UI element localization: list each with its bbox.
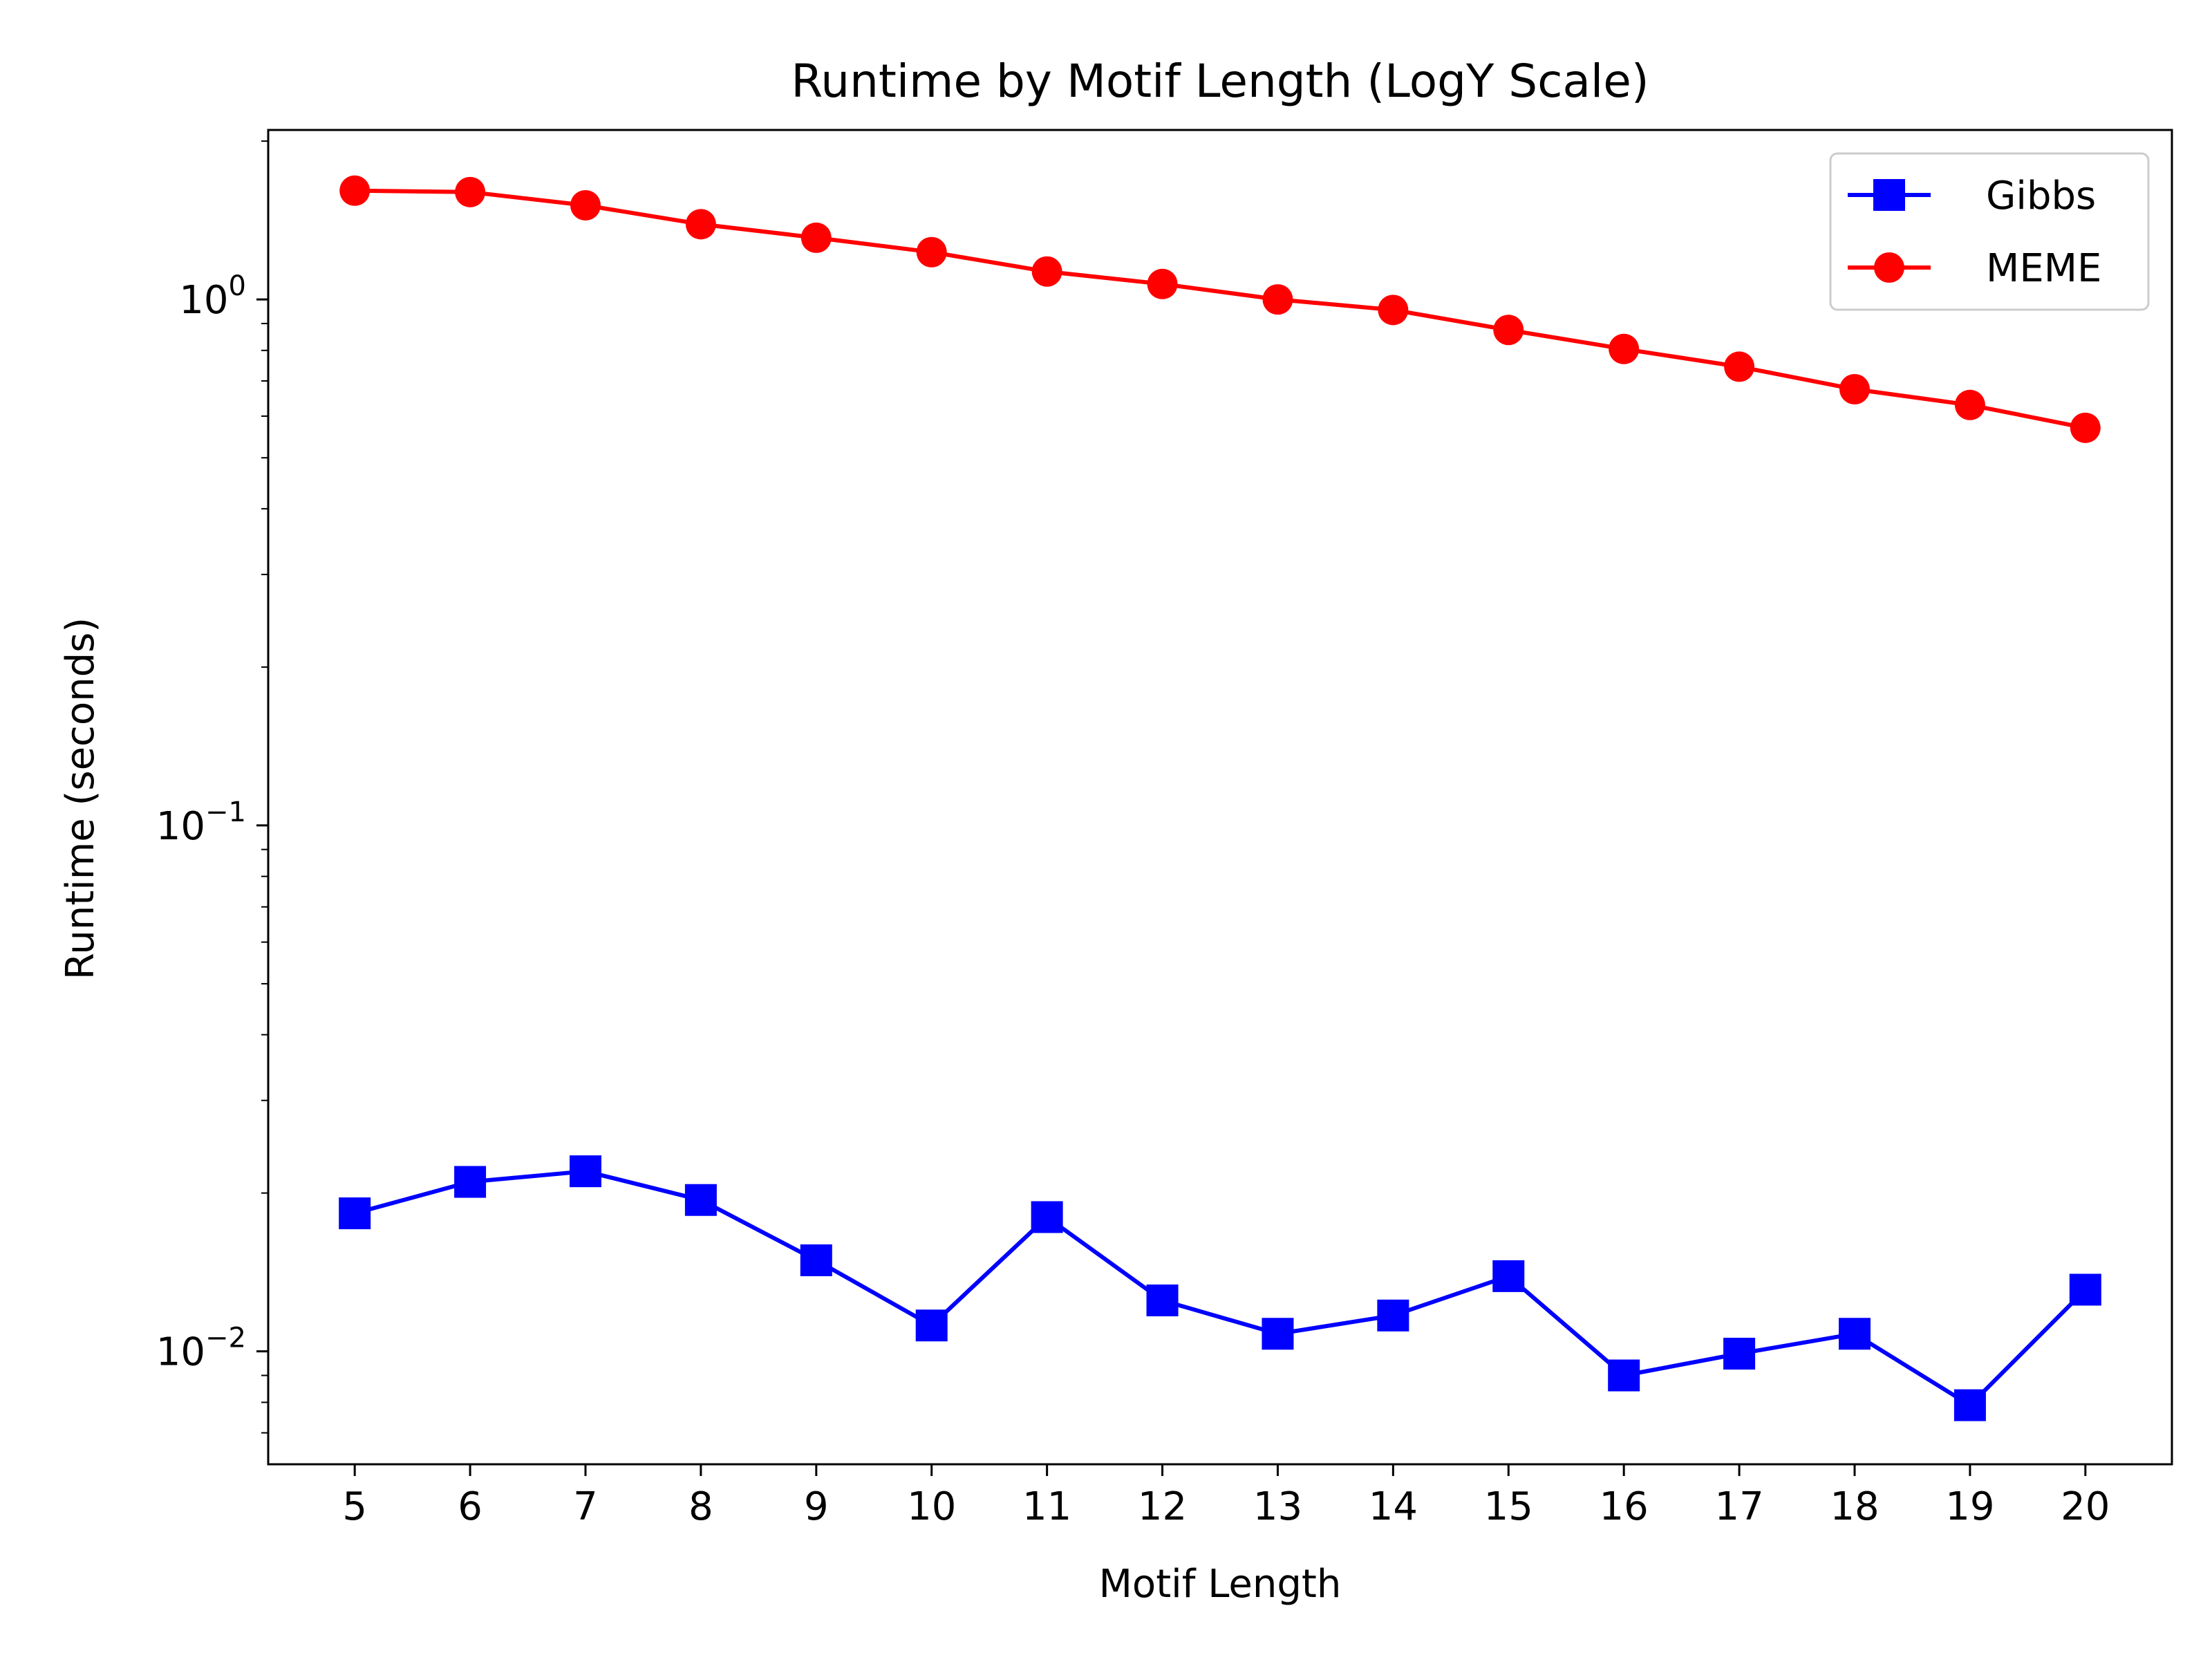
data-point-gibbs: [1608, 1359, 1640, 1392]
x-tick-label: 8: [688, 1484, 713, 1529]
legend-label-meme: MEME: [1986, 246, 2101, 291]
x-tick-label: 11: [1022, 1484, 1071, 1529]
x-tick-label: 19: [1945, 1484, 1994, 1529]
y-tick-label: 10−1: [156, 796, 246, 849]
x-tick-label: 12: [1138, 1484, 1187, 1529]
y-tick-label: 10−2: [156, 1323, 246, 1375]
data-point-meme: [1493, 315, 1524, 346]
data-point-meme: [1262, 284, 1293, 315]
data-point-gibbs: [1839, 1318, 1871, 1350]
y-tick-base: 10: [156, 804, 205, 849]
data-point-meme: [916, 236, 947, 268]
data-point-meme: [1724, 351, 1755, 382]
data-point-gibbs: [1953, 1389, 1986, 1421]
x-tick-label: 10: [907, 1484, 956, 1529]
y-tick-base: 10: [179, 278, 228, 323]
y-tick-label: 100: [179, 270, 246, 323]
x-tick-label: 14: [1369, 1484, 1418, 1529]
y-tick-exponent: −1: [205, 796, 246, 828]
data-point-meme: [1954, 389, 1985, 420]
y-tick-exponent: 0: [229, 270, 246, 302]
data-point-gibbs: [915, 1309, 948, 1342]
y-tick-base: 10: [156, 1330, 205, 1375]
legend-label-gibbs: Gibbs: [1986, 174, 2096, 218]
data-point-gibbs: [1723, 1338, 1756, 1370]
x-tick-label: 18: [1830, 1484, 1879, 1529]
x-tick-label: 5: [342, 1484, 367, 1529]
data-point-gibbs: [339, 1197, 371, 1230]
data-point-meme: [800, 222, 832, 253]
data-point-gibbs: [1146, 1284, 1179, 1316]
x-tick-label: 7: [573, 1484, 598, 1529]
y-tick-exponent: −2: [205, 1323, 246, 1354]
data-point-meme: [1031, 256, 1062, 287]
x-tick-label: 20: [2061, 1484, 2110, 1529]
data-point-gibbs: [1262, 1318, 1294, 1350]
y-axis-label: Runtime (seconds): [58, 617, 103, 980]
data-point-gibbs: [1377, 1299, 1409, 1332]
data-point-gibbs: [570, 1155, 601, 1188]
data-point-meme: [1839, 373, 1870, 404]
data-point-meme: [570, 189, 601, 221]
legend-marker-gibbs: [1873, 179, 1905, 211]
data-point-meme: [1378, 295, 1409, 326]
x-tick-label: 15: [1484, 1484, 1533, 1529]
data-point-meme: [455, 176, 486, 207]
chart-title: Runtime by Motif Length (LogY Scale): [791, 55, 1649, 108]
data-point-meme: [339, 175, 371, 206]
data-point-meme: [1609, 333, 1640, 364]
legend: Gibbs MEME: [1829, 152, 2150, 311]
plot-frame: [267, 129, 2173, 1466]
legend-box: [1829, 152, 2150, 311]
x-tick-label: 13: [1253, 1484, 1302, 1529]
x-tick-label: 9: [804, 1484, 829, 1529]
series-line-gibbs: [354, 1169, 2087, 1408]
data-point-gibbs: [1031, 1201, 1063, 1233]
data-point-meme: [685, 209, 716, 240]
x-axis-label: Motif Length: [1099, 1562, 1342, 1607]
data-point-gibbs: [800, 1244, 832, 1276]
data-point-gibbs: [684, 1184, 717, 1216]
data-point-meme: [1147, 268, 1178, 299]
series-line-meme: [355, 188, 2086, 430]
data-point-gibbs: [2069, 1273, 2101, 1306]
x-tick-label: 6: [458, 1484, 482, 1529]
data-point-gibbs: [454, 1166, 487, 1198]
data-point-meme: [2070, 412, 2101, 443]
legend-marker-meme: [1874, 252, 1904, 283]
x-tick-label: 17: [1714, 1484, 1763, 1529]
data-point-gibbs: [1492, 1260, 1525, 1292]
x-tick-label: 16: [1600, 1484, 1649, 1529]
